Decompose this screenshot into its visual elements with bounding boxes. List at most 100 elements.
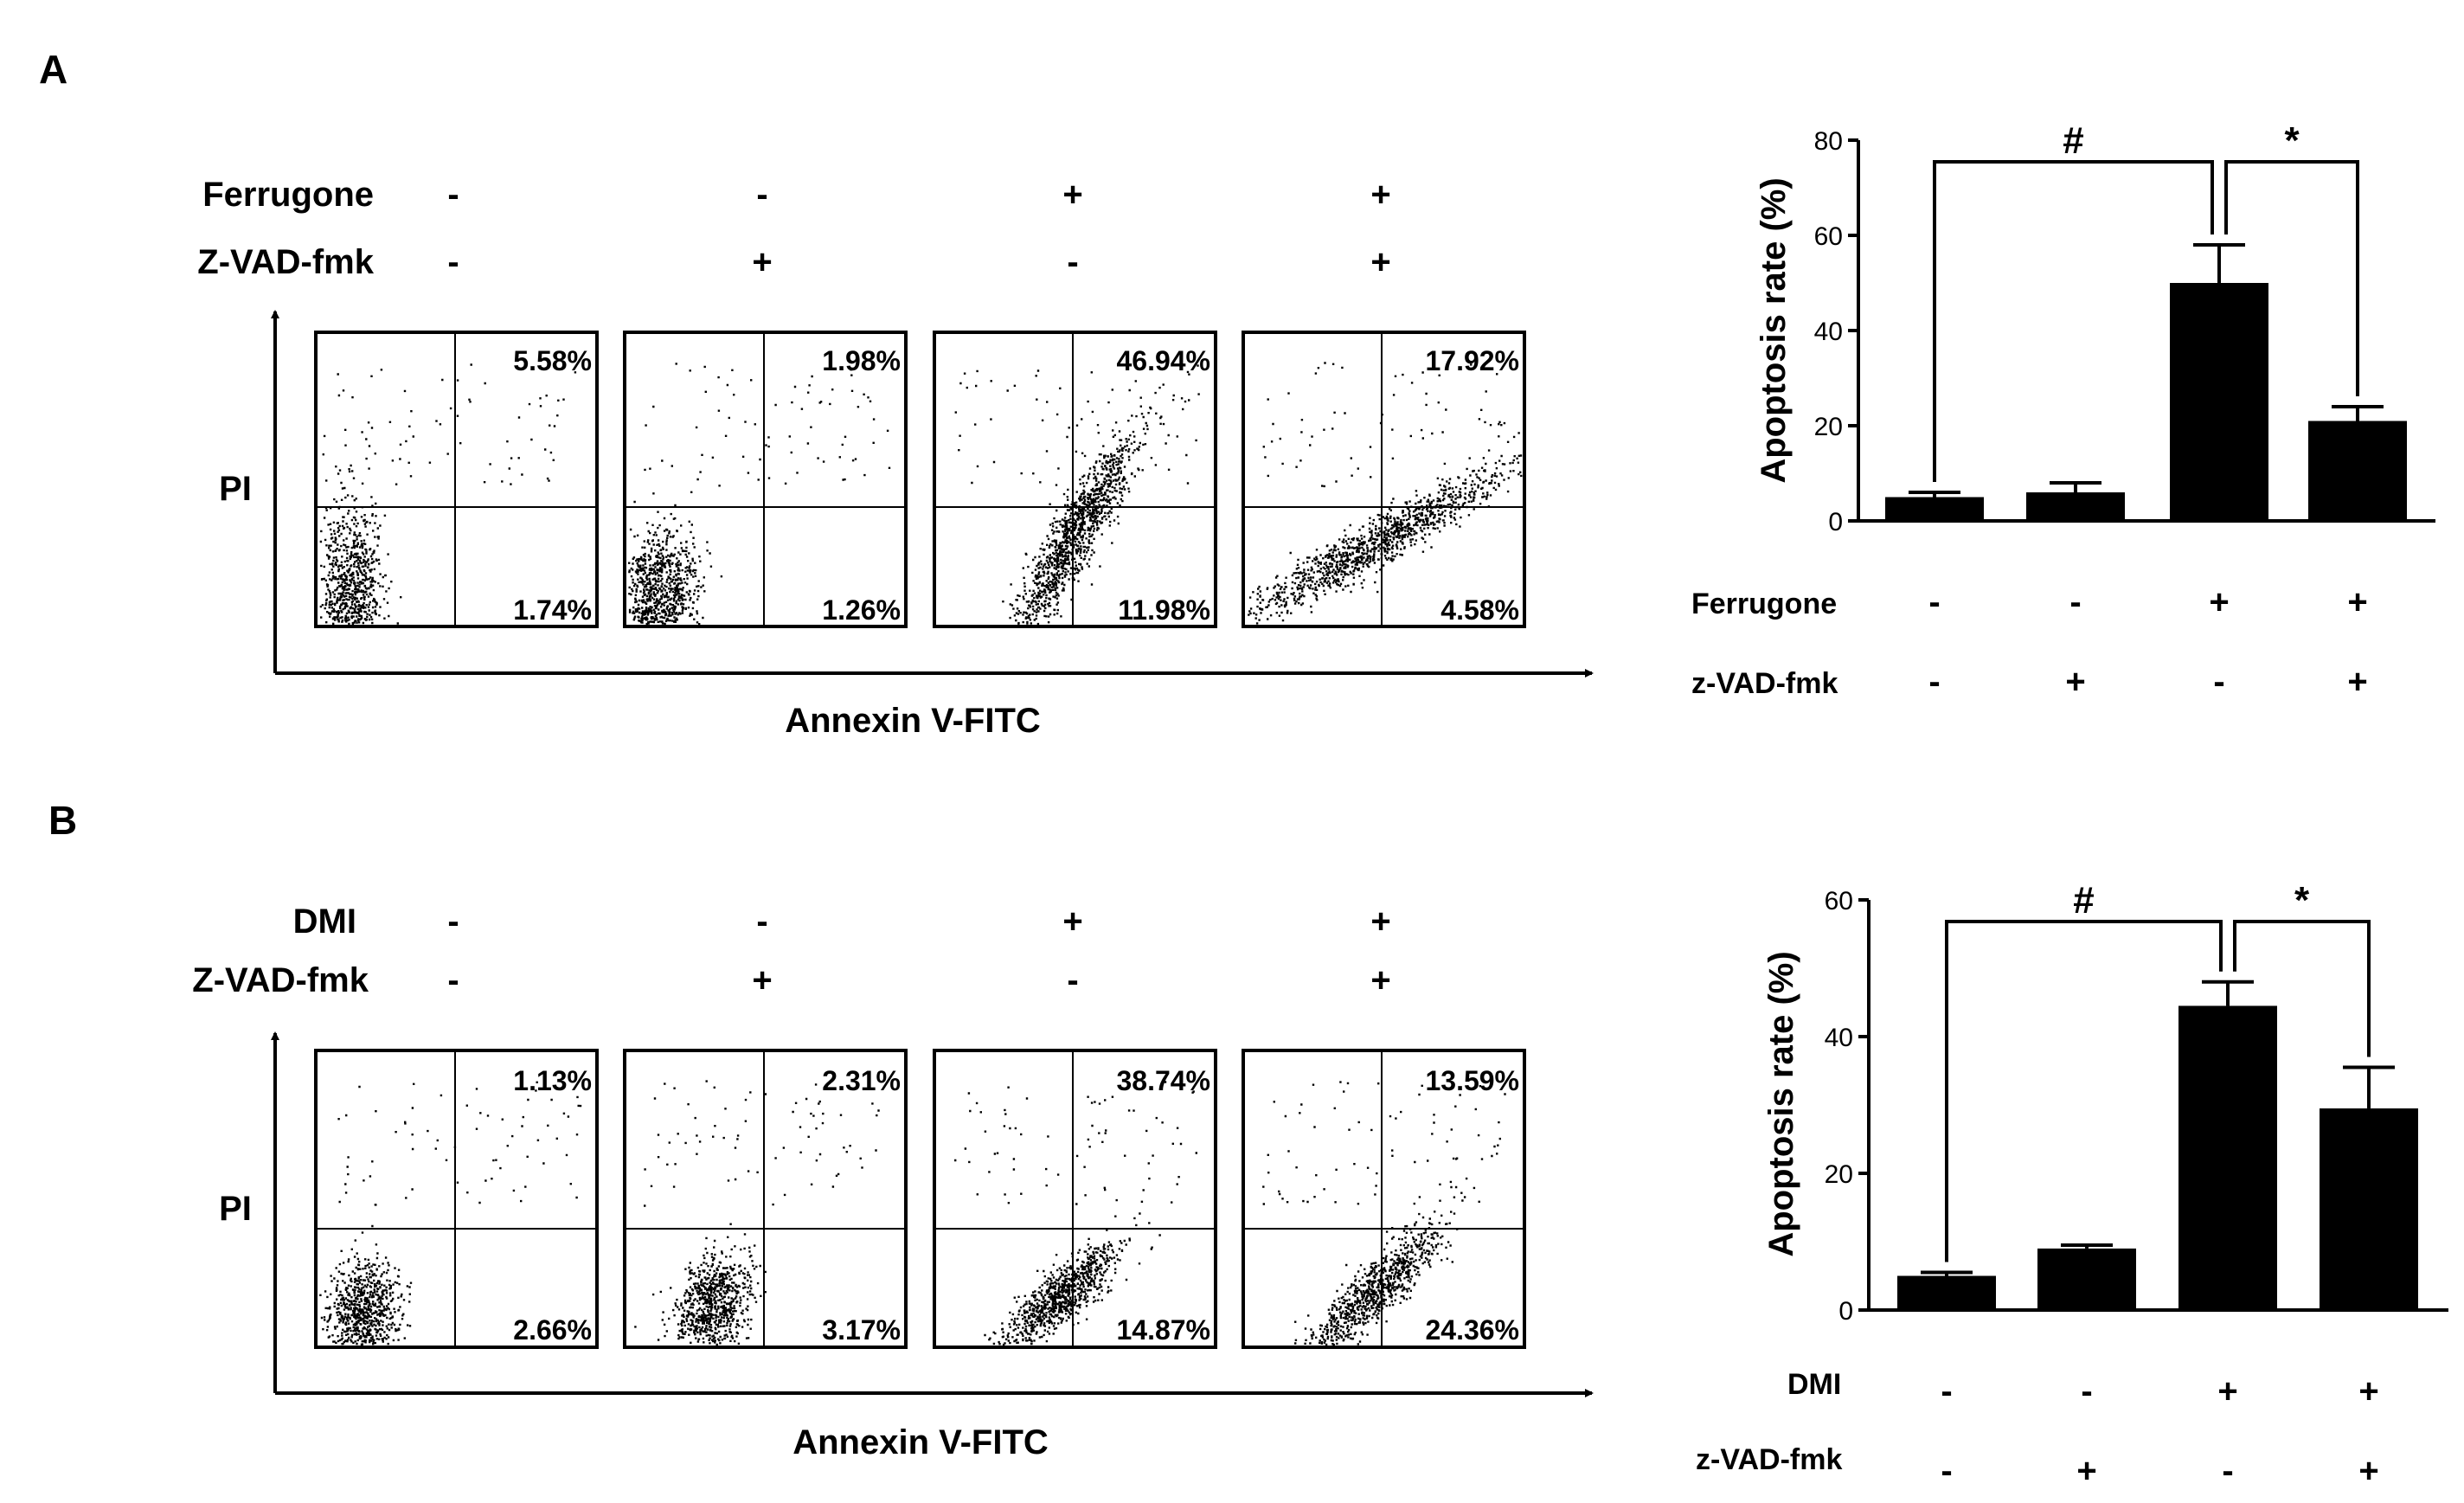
bar-chart-inhibitor-sign: - [2213, 663, 2224, 701]
bar [1897, 1275, 1996, 1310]
flow-scatter-dots [319, 363, 577, 626]
flow-upper-right-percent: 1.13% [513, 1065, 592, 1096]
bar [2037, 1248, 2136, 1310]
bar-chart-inhibitor-sign: - [1928, 663, 1940, 701]
bar [2308, 421, 2407, 521]
bar [2026, 492, 2125, 521]
bar-chart-inhibitor-sign: + [2076, 1452, 2096, 1490]
panel-b-bar-chart: Apoptosis rate (%) DMI z-VAD-fmk 0 20 40 60… [1696, 879, 2448, 1490]
panel-a-inhibitor-sign-3: - [1067, 243, 1078, 281]
panel-a-treatment-sign-1: - [447, 176, 459, 214]
flow-lower-right-percent: 1.74% [513, 594, 592, 626]
bar-chart-y-tick-label: 60 [1814, 222, 1843, 251]
flow-lower-right-percent: 4.58% [1441, 594, 1519, 626]
flow-scatter-dots [954, 364, 1200, 626]
bar [1885, 497, 1984, 521]
panel-b-flow-x-label: Annexin V-FITC [792, 1423, 1049, 1461]
bar-chart-y-tick-label: 0 [1838, 1297, 1853, 1326]
flow-plot-frame [623, 331, 908, 628]
bar-chart-inhibitor-name: z-VAD-fmk [1691, 667, 1838, 700]
bar-chart-inhibitor-sign: + [2358, 1452, 2378, 1490]
flow-lower-right-percent: 2.66% [513, 1314, 592, 1346]
panel-a-inhibitor-sign-2: + [752, 243, 772, 281]
bar-chart-y-tick-label: 80 [1814, 127, 1843, 156]
bar [2178, 1005, 2277, 1310]
flow-lower-right-percent: 3.17% [822, 1314, 901, 1346]
bar-chart-y-tick-label: 20 [1825, 1160, 1853, 1189]
flow-scatter-dots [628, 363, 891, 626]
flow-plot-frame [623, 1049, 908, 1349]
flow-plot-frame [314, 1049, 599, 1349]
flow-scatter [1248, 362, 1523, 625]
panel-a-flow-x-label: Annexin V-FITC [785, 702, 1041, 740]
bar-chart-treatment-sign: + [2209, 583, 2229, 621]
panel-b-inhibitor-name: Z-VAD-fmk [192, 961, 369, 999]
bar [2170, 283, 2268, 521]
flow-lower-right-percent: 14.87% [1116, 1314, 1210, 1346]
flow-plot-frame [1242, 1049, 1526, 1349]
bar-chart-y-label: Apoptosis rate (%) [1762, 951, 1800, 1256]
panel-a-treatment-sign-2: - [756, 176, 767, 214]
significance-bracket [2224, 160, 2359, 396]
panel-a-flow-plot-3: 46.94% 11.98% [933, 331, 1217, 628]
panel-b-inhibitor-sign-2: + [752, 961, 772, 999]
panel-b-flow-signs: - - + + - + - + [447, 902, 1390, 999]
flow-upper-right-percent: 2.31% [822, 1065, 901, 1096]
significance-label: # [2073, 879, 2094, 922]
bar-chart-y-tick-label: 40 [1825, 1024, 1853, 1052]
panel-a-flow-y-label: PI [219, 470, 252, 508]
panel-b-inhibitor-sign-1: - [447, 961, 459, 999]
flow-scatter [319, 363, 577, 626]
panel-b-flow-y-label: PI [219, 1190, 252, 1228]
panel-b-flow-plot-3: 38.74% 14.87% [933, 1049, 1217, 1349]
panel-a-flow-plot-2: 1.98% 1.26% [623, 331, 908, 628]
bar-chart-inhibitor-sign: + [2347, 663, 2367, 701]
significance-bracket [1933, 160, 2214, 482]
bar-chart-treatment-sign: - [1928, 583, 1940, 621]
panel-a-bar-chart: Apoptosis rate (%) Ferrugone z-VAD-fmk 0… [1691, 119, 2435, 701]
bar-chart-treatment-sign: - [2081, 1372, 2092, 1410]
significance-bracket [1945, 920, 2223, 1262]
panel-a-flow-signs: - - + + - + - + [447, 176, 1390, 281]
bar-chart-treatment-sign: + [2217, 1372, 2237, 1410]
panel-b-treatment-sign-2: - [756, 902, 767, 941]
bar-chart-inhibitor-name: z-VAD-fmk [1696, 1443, 1842, 1476]
panel-b-label: B [48, 798, 77, 843]
panel-b-treatment-sign-4: + [1370, 902, 1390, 941]
flow-lower-right-percent: 11.98% [1118, 594, 1210, 626]
panel-a-inhibitor-sign-1: - [447, 243, 459, 281]
panel-a-treatment-name: Ferrugone [202, 176, 374, 214]
flow-lower-right-percent: 24.36% [1425, 1314, 1519, 1346]
bar-chart-inhibitor-sign: + [2065, 663, 2085, 701]
panel-a-inhibitor-sign-4: + [1370, 243, 1390, 281]
bar-chart-treatment-sign: + [2358, 1372, 2378, 1410]
panel-b-treatment-sign-3: + [1062, 902, 1082, 941]
significance-label: * [2294, 879, 2310, 922]
significance-label: * [2284, 119, 2300, 162]
panel-b-treatment-name: DMI [293, 902, 356, 941]
panel-a-treatment-sign-4: + [1370, 176, 1390, 214]
bar-chart-inhibitor-sign: - [2222, 1452, 2233, 1490]
bar-chart-treatment-name: Ferrugone [1691, 588, 1837, 620]
flow-plot-frame [1242, 331, 1526, 628]
bar-chart-treatment-sign: - [1941, 1372, 1952, 1410]
flow-plot-frame [933, 331, 1217, 628]
flow-upper-right-percent: 17.92% [1425, 345, 1519, 376]
panel-a-label: A [39, 47, 67, 92]
significance-bracket [2233, 920, 2371, 1057]
panel-a-treatment-sign-3: + [1062, 176, 1082, 214]
flow-scatter [628, 363, 891, 626]
panel-a-flow-plot-1: 5.58% 1.74% [314, 331, 599, 628]
panel-b-inhibitor-sign-4: + [1370, 961, 1390, 999]
flow-scatter-dots [1248, 362, 1523, 625]
bar-chart-y-tick-label: 40 [1814, 318, 1843, 346]
significance-label: # [2063, 119, 2083, 162]
flow-plot-frame [933, 1049, 1217, 1349]
bar-chart-y-tick-label: 20 [1814, 413, 1843, 441]
bar-chart-y-tick-label: 60 [1825, 887, 1853, 915]
flow-upper-right-percent: 5.58% [513, 345, 592, 376]
bar-chart-y-label: Apoptosis rate (%) [1755, 177, 1793, 483]
panel-b-inhibitor-sign-3: - [1067, 961, 1078, 999]
panel-a-flow-plot-4: 17.92% 4.58% [1242, 331, 1526, 628]
